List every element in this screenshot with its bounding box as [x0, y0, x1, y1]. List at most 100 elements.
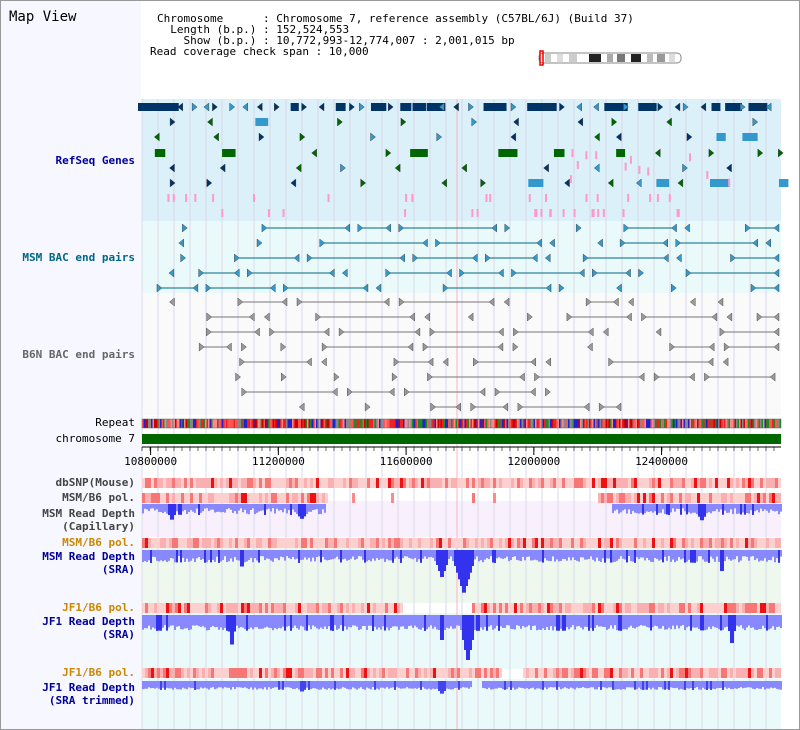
gene-arrow[interactable]	[726, 312, 733, 322]
gene-arrow[interactable]	[344, 223, 350, 233]
gene-arrow[interactable]	[455, 402, 461, 412]
gene-minor[interactable]	[405, 194, 408, 202]
gene-arrow[interactable]	[191, 102, 198, 112]
gene-arrow[interactable]	[686, 132, 693, 142]
gene-arrow[interactable]	[180, 253, 186, 263]
gene-arrow[interactable]	[237, 297, 244, 307]
gene-arrow[interactable]	[719, 327, 726, 337]
gene-arrow[interactable]	[206, 178, 213, 188]
chromosome-bar[interactable]	[142, 434, 781, 444]
gene-minor[interactable]	[562, 209, 565, 217]
gene-arrow[interactable]	[510, 102, 517, 112]
gene-arrow[interactable]	[513, 117, 519, 127]
gene-arrow[interactable]	[558, 283, 565, 293]
gene-arrow[interactable]	[412, 253, 419, 263]
gene-minor[interactable]	[267, 209, 270, 217]
gene-arrow[interactable]	[229, 102, 235, 112]
gene-minor[interactable]	[728, 178, 731, 187]
track-label-msm-depth-cap[interactable]: MSM Read Depth	[42, 507, 135, 520]
gene-arrow[interactable]	[321, 342, 328, 352]
gene-arrow[interactable]	[239, 357, 245, 367]
gene-block[interactable]	[162, 103, 179, 111]
gene-arrow[interactable]	[471, 253, 478, 263]
gene-minor[interactable]	[569, 175, 572, 184]
gene-minor[interactable]	[172, 194, 175, 202]
gene-block[interactable]	[290, 103, 299, 111]
gene-arrow[interactable]	[530, 387, 536, 397]
gene-arrow[interactable]	[219, 163, 226, 173]
gene-arrow[interactable]	[564, 178, 570, 188]
gene-arrow[interactable]	[549, 238, 555, 248]
gene-arrow[interactable]	[203, 102, 210, 112]
gene-arrow[interactable]	[593, 163, 600, 173]
gene-arrow[interactable]	[654, 148, 661, 158]
gene-arrow[interactable]	[479, 387, 486, 397]
gene-arrow[interactable]	[198, 342, 205, 352]
gene-minor[interactable]	[677, 209, 680, 217]
gene-arrow[interactable]	[485, 253, 491, 263]
gene-arrow[interactable]	[430, 402, 436, 412]
gene-arrow[interactable]	[385, 148, 392, 158]
gene-arrow[interactable]	[429, 327, 436, 337]
gene-arrow[interactable]	[385, 223, 391, 233]
gene-arrow[interactable]	[594, 132, 600, 142]
gene-arrow[interactable]	[235, 372, 241, 382]
gene-block[interactable]	[656, 179, 670, 187]
gene-block[interactable]	[709, 179, 730, 187]
gene-arrow[interactable]	[773, 283, 780, 293]
gene-arrow[interactable]	[717, 297, 724, 307]
gene-arrow[interactable]	[512, 342, 519, 352]
track-label-refseq[interactable]: RefSeq Genes	[55, 154, 135, 167]
gene-arrow[interactable]	[388, 102, 394, 112]
gene-arrow[interactable]	[684, 223, 690, 233]
gene-arrow[interactable]	[576, 102, 582, 112]
gene-arrow[interactable]	[256, 238, 263, 248]
gene-arrow[interactable]	[671, 223, 677, 233]
track-label-jf1-pol-2[interactable]: JF1/B6 pol.	[62, 666, 135, 679]
gene-arrow[interactable]	[671, 283, 677, 293]
track-label-dbsnp[interactable]: dbSNP(Mouse)	[55, 476, 135, 489]
gene-arrow[interactable]	[545, 283, 552, 293]
gene-minor[interactable]	[404, 209, 407, 217]
gene-minor[interactable]	[638, 165, 641, 174]
gene-minor[interactable]	[576, 161, 579, 170]
gene-arrow[interactable]	[306, 357, 312, 367]
gene-arrow[interactable]	[773, 253, 780, 263]
gene-arrow[interactable]	[370, 132, 376, 142]
gene-arrow[interactable]	[676, 253, 682, 263]
track-label-jf1-depth-sra[interactable]: JF1 Read Depth	[42, 615, 135, 628]
gene-arrow[interactable]	[773, 312, 780, 322]
gene-arrow[interactable]	[290, 178, 297, 188]
gene-arrow[interactable]	[527, 312, 533, 322]
gene-arrow[interactable]	[502, 402, 509, 412]
gene-arrow[interactable]	[169, 297, 175, 307]
gene-arrow[interactable]	[682, 102, 689, 112]
gene-minor[interactable]	[595, 151, 598, 160]
gene-arrow[interactable]	[511, 268, 517, 278]
gene-arrow[interactable]	[192, 283, 199, 293]
gene-arrow[interactable]	[321, 357, 327, 367]
gene-arrow[interactable]	[587, 342, 593, 352]
gene-arrow[interactable]	[298, 402, 305, 412]
gene-arrow[interactable]	[441, 178, 447, 188]
gene-arrow[interactable]	[530, 357, 536, 367]
gene-minor[interactable]	[167, 194, 170, 202]
gene-arrow[interactable]	[470, 402, 477, 412]
gene-arrow[interactable]	[587, 327, 594, 337]
track-label-b6n-bac[interactable]: B6N BAC end pairs	[22, 348, 135, 361]
gene-arrow[interactable]	[198, 268, 204, 278]
gene-minor[interactable]	[253, 194, 256, 202]
gene-arrow[interactable]	[536, 238, 542, 248]
gene-arrow[interactable]	[543, 163, 549, 173]
gene-arrow[interactable]	[666, 117, 672, 127]
gene-arrow[interactable]	[519, 372, 525, 382]
gene-arrow[interactable]	[608, 357, 614, 367]
gene-minor[interactable]	[573, 209, 576, 217]
gene-arrow[interactable]	[773, 342, 780, 352]
gene-arrow[interactable]	[611, 117, 618, 127]
gene-block[interactable]	[495, 103, 507, 111]
gene-arrow[interactable]	[510, 132, 516, 142]
ideogram-view-marker[interactable]	[539, 50, 544, 66]
gene-arrow[interactable]	[296, 297, 303, 307]
gene-minor[interactable]	[656, 194, 659, 202]
